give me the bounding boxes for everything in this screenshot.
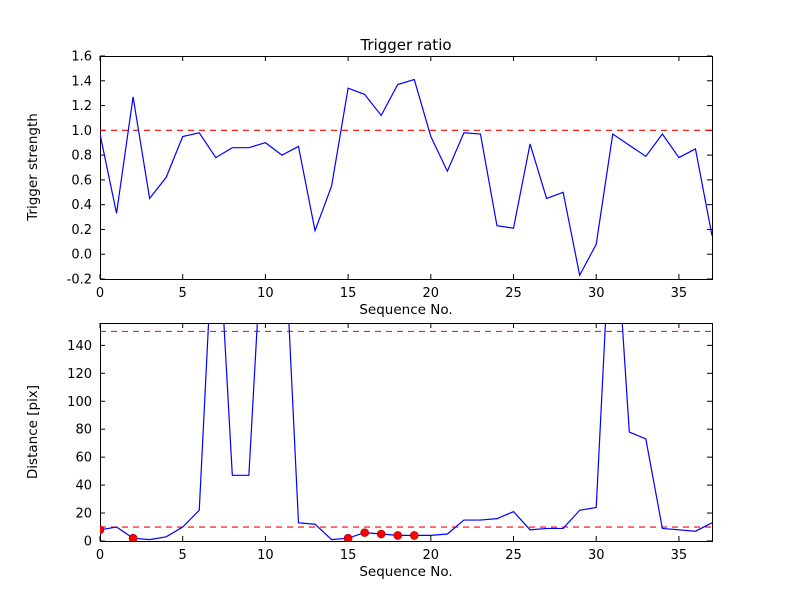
- top-chart-title: Trigger ratio: [360, 36, 452, 54]
- x-tick-label: 25: [505, 548, 522, 563]
- x-tick-label: 10: [257, 286, 274, 301]
- x-tick-label: 35: [671, 548, 688, 563]
- y-tick-label: 0: [84, 535, 92, 550]
- bottom-chart-ylabel: Distance [pix]: [25, 384, 41, 480]
- marker-dot: [343, 533, 353, 541]
- x-tick-label: 25: [505, 286, 522, 301]
- x-tick-label: 0: [96, 548, 104, 563]
- y-tick-label: 20: [75, 507, 92, 522]
- x-tick-label: 35: [671, 286, 688, 301]
- y-tick-label: 1.4: [71, 74, 92, 89]
- x-tick-label: 10: [257, 548, 274, 563]
- marker-dot: [409, 531, 419, 540]
- y-tick-label: 0.8: [71, 149, 92, 164]
- x-tick-label: 5: [179, 286, 187, 301]
- data-line: [100, 78, 712, 278]
- x-tick-label: 5: [179, 548, 187, 563]
- y-tick-label: 120: [67, 367, 92, 382]
- y-tick-label: 0.0: [71, 248, 92, 263]
- top-chart-ylabel: Trigger strength: [25, 113, 41, 221]
- bottom-chart-xlabel: Sequence No.: [359, 564, 453, 580]
- x-tick-label: 0: [96, 286, 104, 301]
- marker-dot: [100, 525, 105, 535]
- top-chart-xlabel: Sequence No.: [359, 302, 453, 318]
- x-tick-label: 30: [588, 548, 605, 563]
- axes-frame: [100, 56, 713, 280]
- y-tick-label: -0.2: [67, 273, 92, 288]
- y-tick-label: 80: [75, 423, 92, 438]
- x-tick-label: 30: [588, 286, 605, 301]
- y-tick-label: 1.0: [71, 124, 92, 139]
- marker-dot: [128, 533, 138, 541]
- y-tick-label: 100: [67, 395, 92, 410]
- y-tick-label: 0.2: [71, 223, 92, 238]
- y-tick-label: 140: [67, 339, 92, 354]
- x-tick-label: 15: [340, 548, 357, 563]
- y-tick-label: 1.6: [71, 50, 92, 65]
- x-tick-label: 20: [423, 286, 440, 301]
- x-tick-label: 15: [340, 286, 357, 301]
- marker-dot: [393, 531, 403, 540]
- axes-frame: [100, 323, 713, 542]
- y-tick-label: 0.6: [71, 173, 92, 188]
- x-tick-label: 20: [423, 548, 440, 563]
- marker-group: [100, 525, 419, 541]
- y-tick-label: 0.4: [71, 198, 92, 213]
- marker-dot: [376, 529, 386, 539]
- marker-dot: [360, 528, 369, 537]
- data-line: [100, 323, 712, 541]
- y-tick-label: 40: [75, 479, 92, 494]
- y-tick-label: 1.2: [71, 99, 92, 114]
- y-tick-label: 60: [75, 451, 92, 466]
